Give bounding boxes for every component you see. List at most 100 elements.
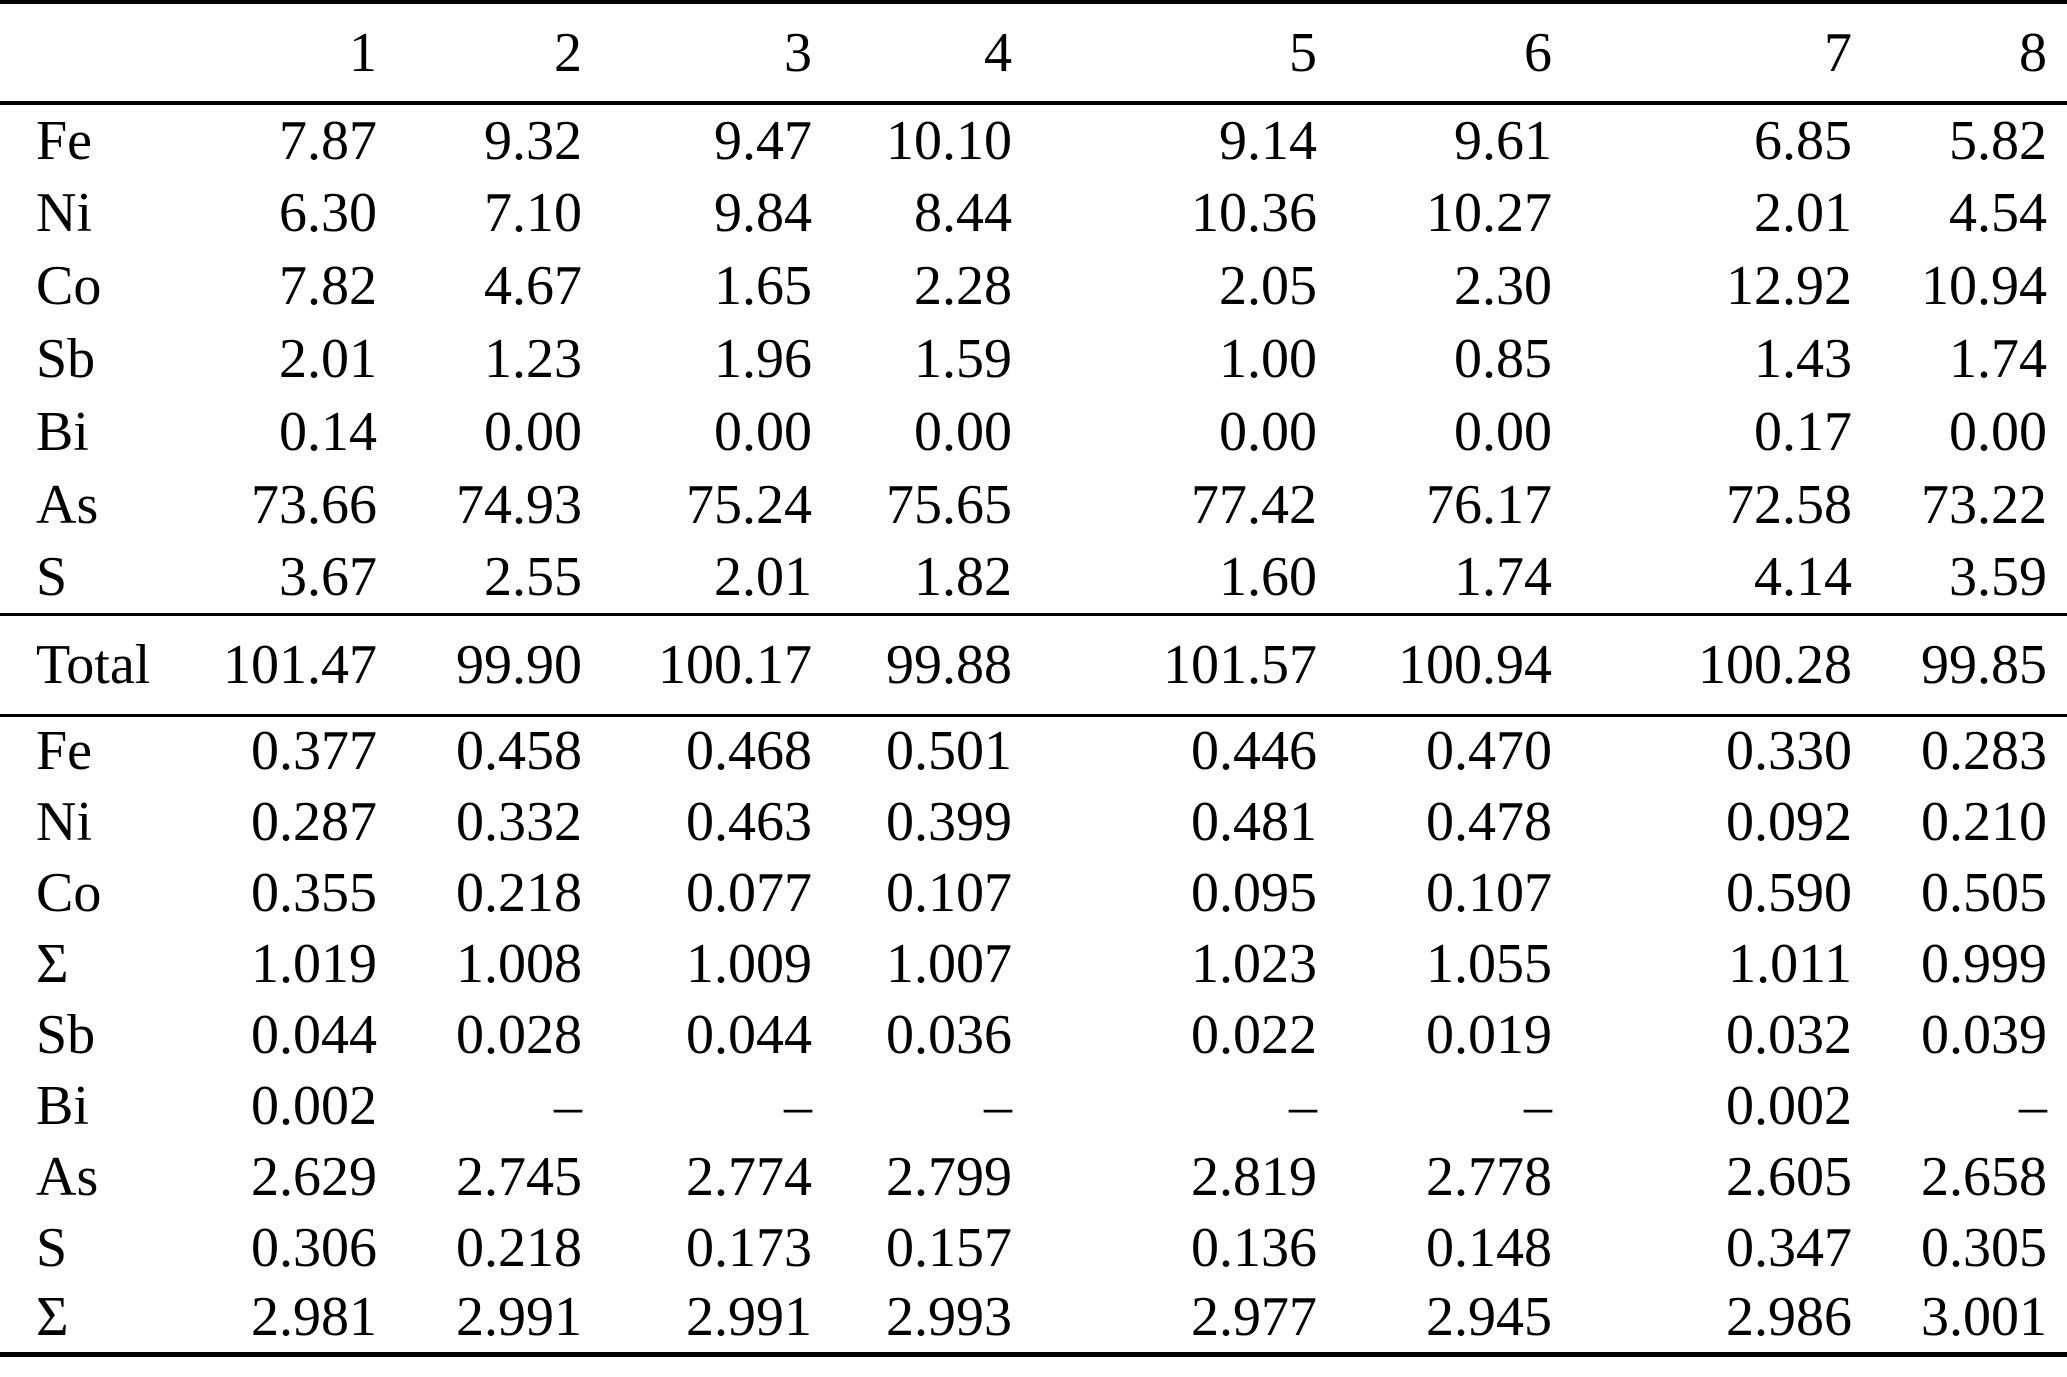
value-cell: 0.044 <box>686 1003 812 1066</box>
table-row: Bi 0.002 – – – – – 0.002 – <box>0 1070 2067 1141</box>
value-cell: 0.032 <box>1726 1003 1852 1066</box>
value-cell: 0.157 <box>886 1216 1012 1279</box>
value-cell: – <box>2019 1074 2047 1137</box>
value-cell: 3.67 <box>279 545 377 608</box>
value-cell: 0.505 <box>1921 861 2047 924</box>
table-row: Σ 2.981 2.991 2.991 2.993 2.977 2.945 2.986 3.00… <box>0 1283 2067 1354</box>
value-cell: 2.629 <box>251 1145 377 1208</box>
value-cell: 2.977 <box>1191 1286 1317 1349</box>
value-cell: 0.077 <box>686 861 812 924</box>
value-cell: 12.92 <box>1726 254 1852 317</box>
value-cell: 1.055 <box>1426 932 1552 995</box>
value-cell: 0.85 <box>1454 327 1552 390</box>
value-cell: 1.007 <box>886 932 1012 995</box>
total-section: Total 101.47 99.90 100.17 99.88 101.57 100.94 1… <box>0 614 2067 715</box>
value-cell: 0.210 <box>1921 790 2047 853</box>
value-cell: 0.002 <box>1726 1074 1852 1137</box>
value-cell: 1.96 <box>714 327 812 390</box>
value-cell: – <box>784 1074 812 1137</box>
value-cell: – <box>554 1074 582 1137</box>
value-cell: 0.095 <box>1191 861 1317 924</box>
header-row: 1 2 3 4 5 6 7 8 <box>0 2 2067 103</box>
value-cell: 9.47 <box>714 109 812 172</box>
value-cell: 99.90 <box>456 633 582 696</box>
row-label: As <box>36 473 99 536</box>
value-cell: 0.458 <box>456 720 582 783</box>
value-cell: 0.218 <box>456 861 582 924</box>
row-label: Σ <box>36 1286 69 1349</box>
table-header: 1 2 3 4 5 6 7 8 <box>0 2 2067 103</box>
value-cell: 0.468 <box>686 720 812 783</box>
table-row: S 3.67 2.55 2.01 1.82 1.60 1.74 4.14 3.59 <box>0 541 2067 614</box>
value-cell: 101.47 <box>223 633 377 696</box>
value-cell: 2.778 <box>1426 1145 1552 1208</box>
value-cell: 99.85 <box>1921 633 2047 696</box>
value-cell: 1.009 <box>686 932 812 995</box>
value-cell: 1.74 <box>1454 545 1552 608</box>
value-cell: 10.94 <box>1921 254 2047 317</box>
value-cell: 4.67 <box>484 254 582 317</box>
value-cell: 0.399 <box>886 790 1012 853</box>
row-label: Bi <box>36 1074 89 1137</box>
value-cell: 0.044 <box>251 1003 377 1066</box>
table-row: Σ 1.019 1.008 1.009 1.007 1.023 1.055 1.011 0.99… <box>0 928 2067 999</box>
value-cell: 10.10 <box>886 109 1012 172</box>
value-cell: 0.022 <box>1191 1003 1317 1066</box>
row-label: Total <box>36 633 151 696</box>
value-cell: 2.01 <box>279 327 377 390</box>
value-cell: 7.10 <box>484 181 582 244</box>
row-label: Co <box>36 254 102 317</box>
value-cell: 2.993 <box>886 1286 1012 1349</box>
table-row: Fe 7.87 9.32 9.47 10.10 9.14 9.61 6.85 5.82 <box>0 103 2067 176</box>
value-cell: 7.87 <box>279 109 377 172</box>
value-cell: 0.036 <box>886 1003 1012 1066</box>
column-header: 2 <box>554 21 582 84</box>
value-cell: 1.23 <box>484 327 582 390</box>
value-cell: 2.30 <box>1454 254 1552 317</box>
value-cell: 0.332 <box>456 790 582 853</box>
table-row: Sb 0.044 0.028 0.044 0.036 0.022 0.019 0.032 0.0… <box>0 999 2067 1070</box>
value-cell: 0.501 <box>886 720 1012 783</box>
value-cell: 0.287 <box>251 790 377 853</box>
value-cell: 0.481 <box>1191 790 1317 853</box>
value-cell: 0.00 <box>1454 400 1552 463</box>
value-cell: 101.57 <box>1163 633 1317 696</box>
value-cell: 100.28 <box>1698 633 1852 696</box>
value-cell: 2.774 <box>686 1145 812 1208</box>
row-label: As <box>36 1145 99 1208</box>
value-cell: 0.173 <box>686 1216 812 1279</box>
table-row: S 0.306 0.218 0.173 0.157 0.136 0.148 0.347 0.30… <box>0 1212 2067 1283</box>
value-cell: 0.330 <box>1726 720 1852 783</box>
value-cell: 1.43 <box>1754 327 1852 390</box>
value-cell: 0.377 <box>251 720 377 783</box>
column-header: 1 <box>349 21 377 84</box>
value-cell: 0.218 <box>456 1216 582 1279</box>
value-cell: 2.991 <box>686 1286 812 1349</box>
value-cell: 0.306 <box>251 1216 377 1279</box>
value-cell: 76.17 <box>1426 473 1552 536</box>
column-header: 7 <box>1824 21 1852 84</box>
value-cell: 73.22 <box>1921 473 2047 536</box>
value-cell: 0.136 <box>1191 1216 1317 1279</box>
value-cell: 1.023 <box>1191 932 1317 995</box>
value-cell: 0.00 <box>1949 400 2047 463</box>
value-cell: 0.019 <box>1426 1003 1552 1066</box>
value-cell: 1.59 <box>914 327 1012 390</box>
value-cell: 2.986 <box>1726 1286 1852 1349</box>
value-cell: 0.347 <box>1726 1216 1852 1279</box>
value-cell: 3.59 <box>1949 545 2047 608</box>
table-row: Co 7.82 4.67 1.65 2.28 2.05 2.30 12.92 10.94 <box>0 249 2067 322</box>
value-cell: 0.148 <box>1426 1216 1552 1279</box>
row-label: S <box>36 1216 68 1279</box>
value-cell: 7.82 <box>279 254 377 317</box>
value-cell: 0.00 <box>1219 400 1317 463</box>
value-cell: 0.355 <box>251 861 377 924</box>
value-cell: 10.27 <box>1426 181 1552 244</box>
value-cell: 6.30 <box>279 181 377 244</box>
value-cell: 74.93 <box>456 473 582 536</box>
value-cell: 1.008 <box>456 932 582 995</box>
value-cell: 8.44 <box>914 181 1012 244</box>
table-row: Ni 0.287 0.332 0.463 0.399 0.481 0.478 0.092 0.2… <box>0 786 2067 857</box>
row-label: Fe <box>36 109 92 172</box>
row-label: Fe <box>36 720 92 783</box>
